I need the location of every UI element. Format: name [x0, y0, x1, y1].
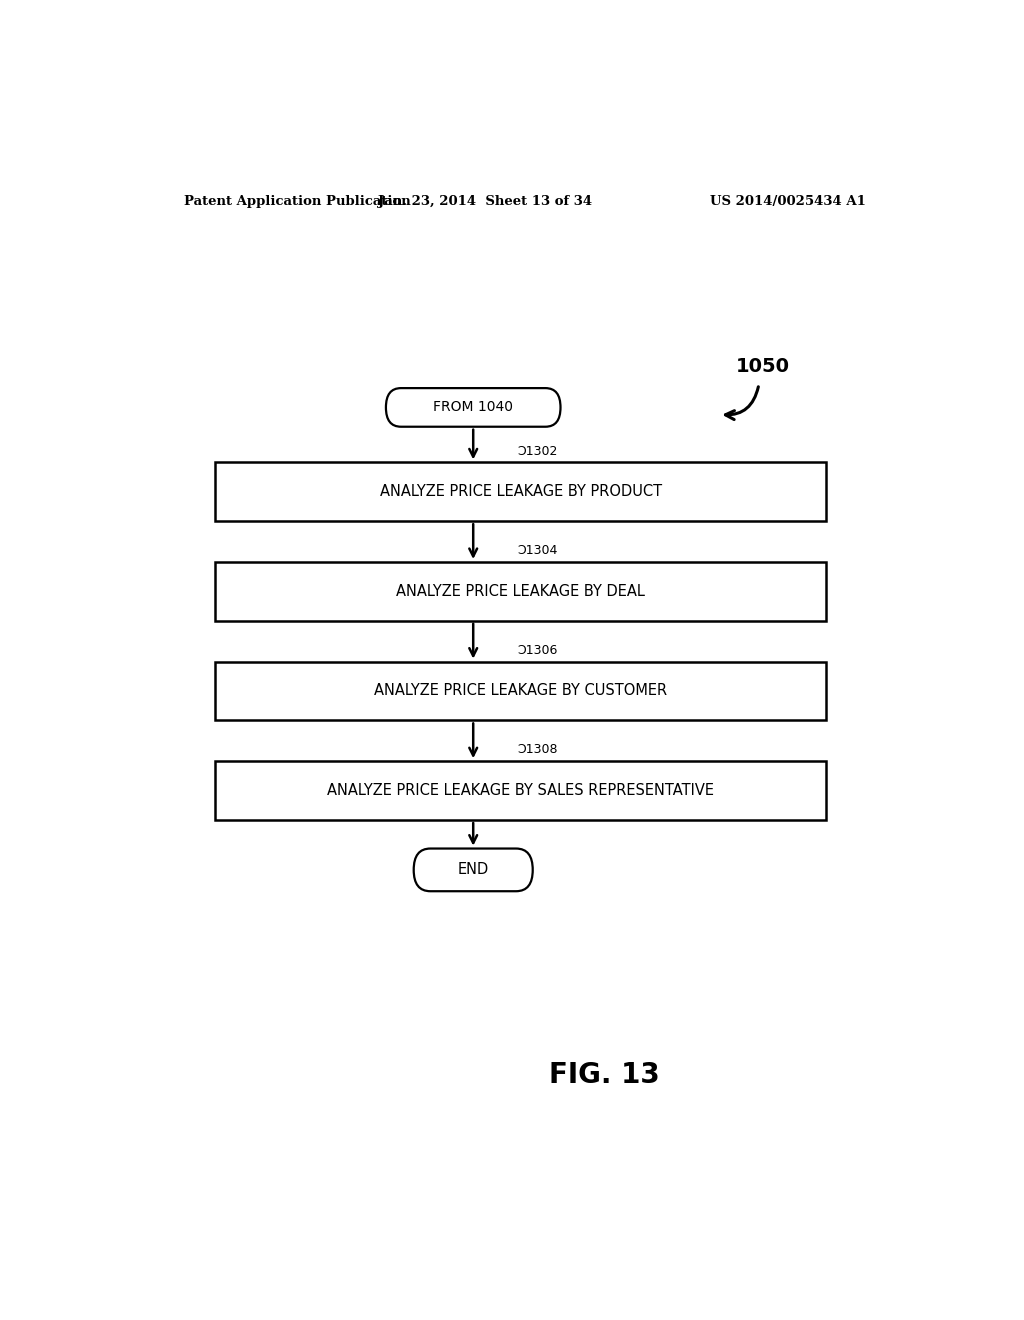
Text: Jan. 23, 2014  Sheet 13 of 34: Jan. 23, 2014 Sheet 13 of 34	[378, 194, 592, 207]
Bar	[215, 562, 826, 620]
FancyBboxPatch shape	[414, 849, 532, 891]
Text: Ɔ1306: Ɔ1306	[517, 644, 557, 657]
Text: FROM 1040: FROM 1040	[433, 400, 513, 414]
Text: Ɔ1302: Ɔ1302	[517, 445, 557, 458]
Text: 1050: 1050	[736, 358, 790, 376]
Text: ANALYZE PRICE LEAKAGE BY PRODUCT: ANALYZE PRICE LEAKAGE BY PRODUCT	[380, 484, 662, 499]
Text: ANALYZE PRICE LEAKAGE BY CUSTOMER: ANALYZE PRICE LEAKAGE BY CUSTOMER	[374, 684, 668, 698]
FancyBboxPatch shape	[386, 388, 560, 426]
Text: Patent Application Publication: Patent Application Publication	[183, 194, 411, 207]
Bar	[215, 661, 826, 721]
Text: ANALYZE PRICE LEAKAGE BY SALES REPRESENTATIVE: ANALYZE PRICE LEAKAGE BY SALES REPRESENT…	[328, 783, 715, 799]
FancyArrowPatch shape	[725, 387, 759, 420]
Bar	[215, 462, 826, 521]
Text: Ɔ1308: Ɔ1308	[517, 743, 557, 756]
Text: Ɔ1304: Ɔ1304	[517, 544, 557, 557]
Text: US 2014/0025434 A1: US 2014/0025434 A1	[711, 194, 866, 207]
Text: END: END	[458, 862, 488, 878]
Text: ANALYZE PRICE LEAKAGE BY DEAL: ANALYZE PRICE LEAKAGE BY DEAL	[396, 583, 645, 599]
Bar	[215, 762, 826, 820]
Text: FIG. 13: FIG. 13	[549, 1061, 659, 1089]
